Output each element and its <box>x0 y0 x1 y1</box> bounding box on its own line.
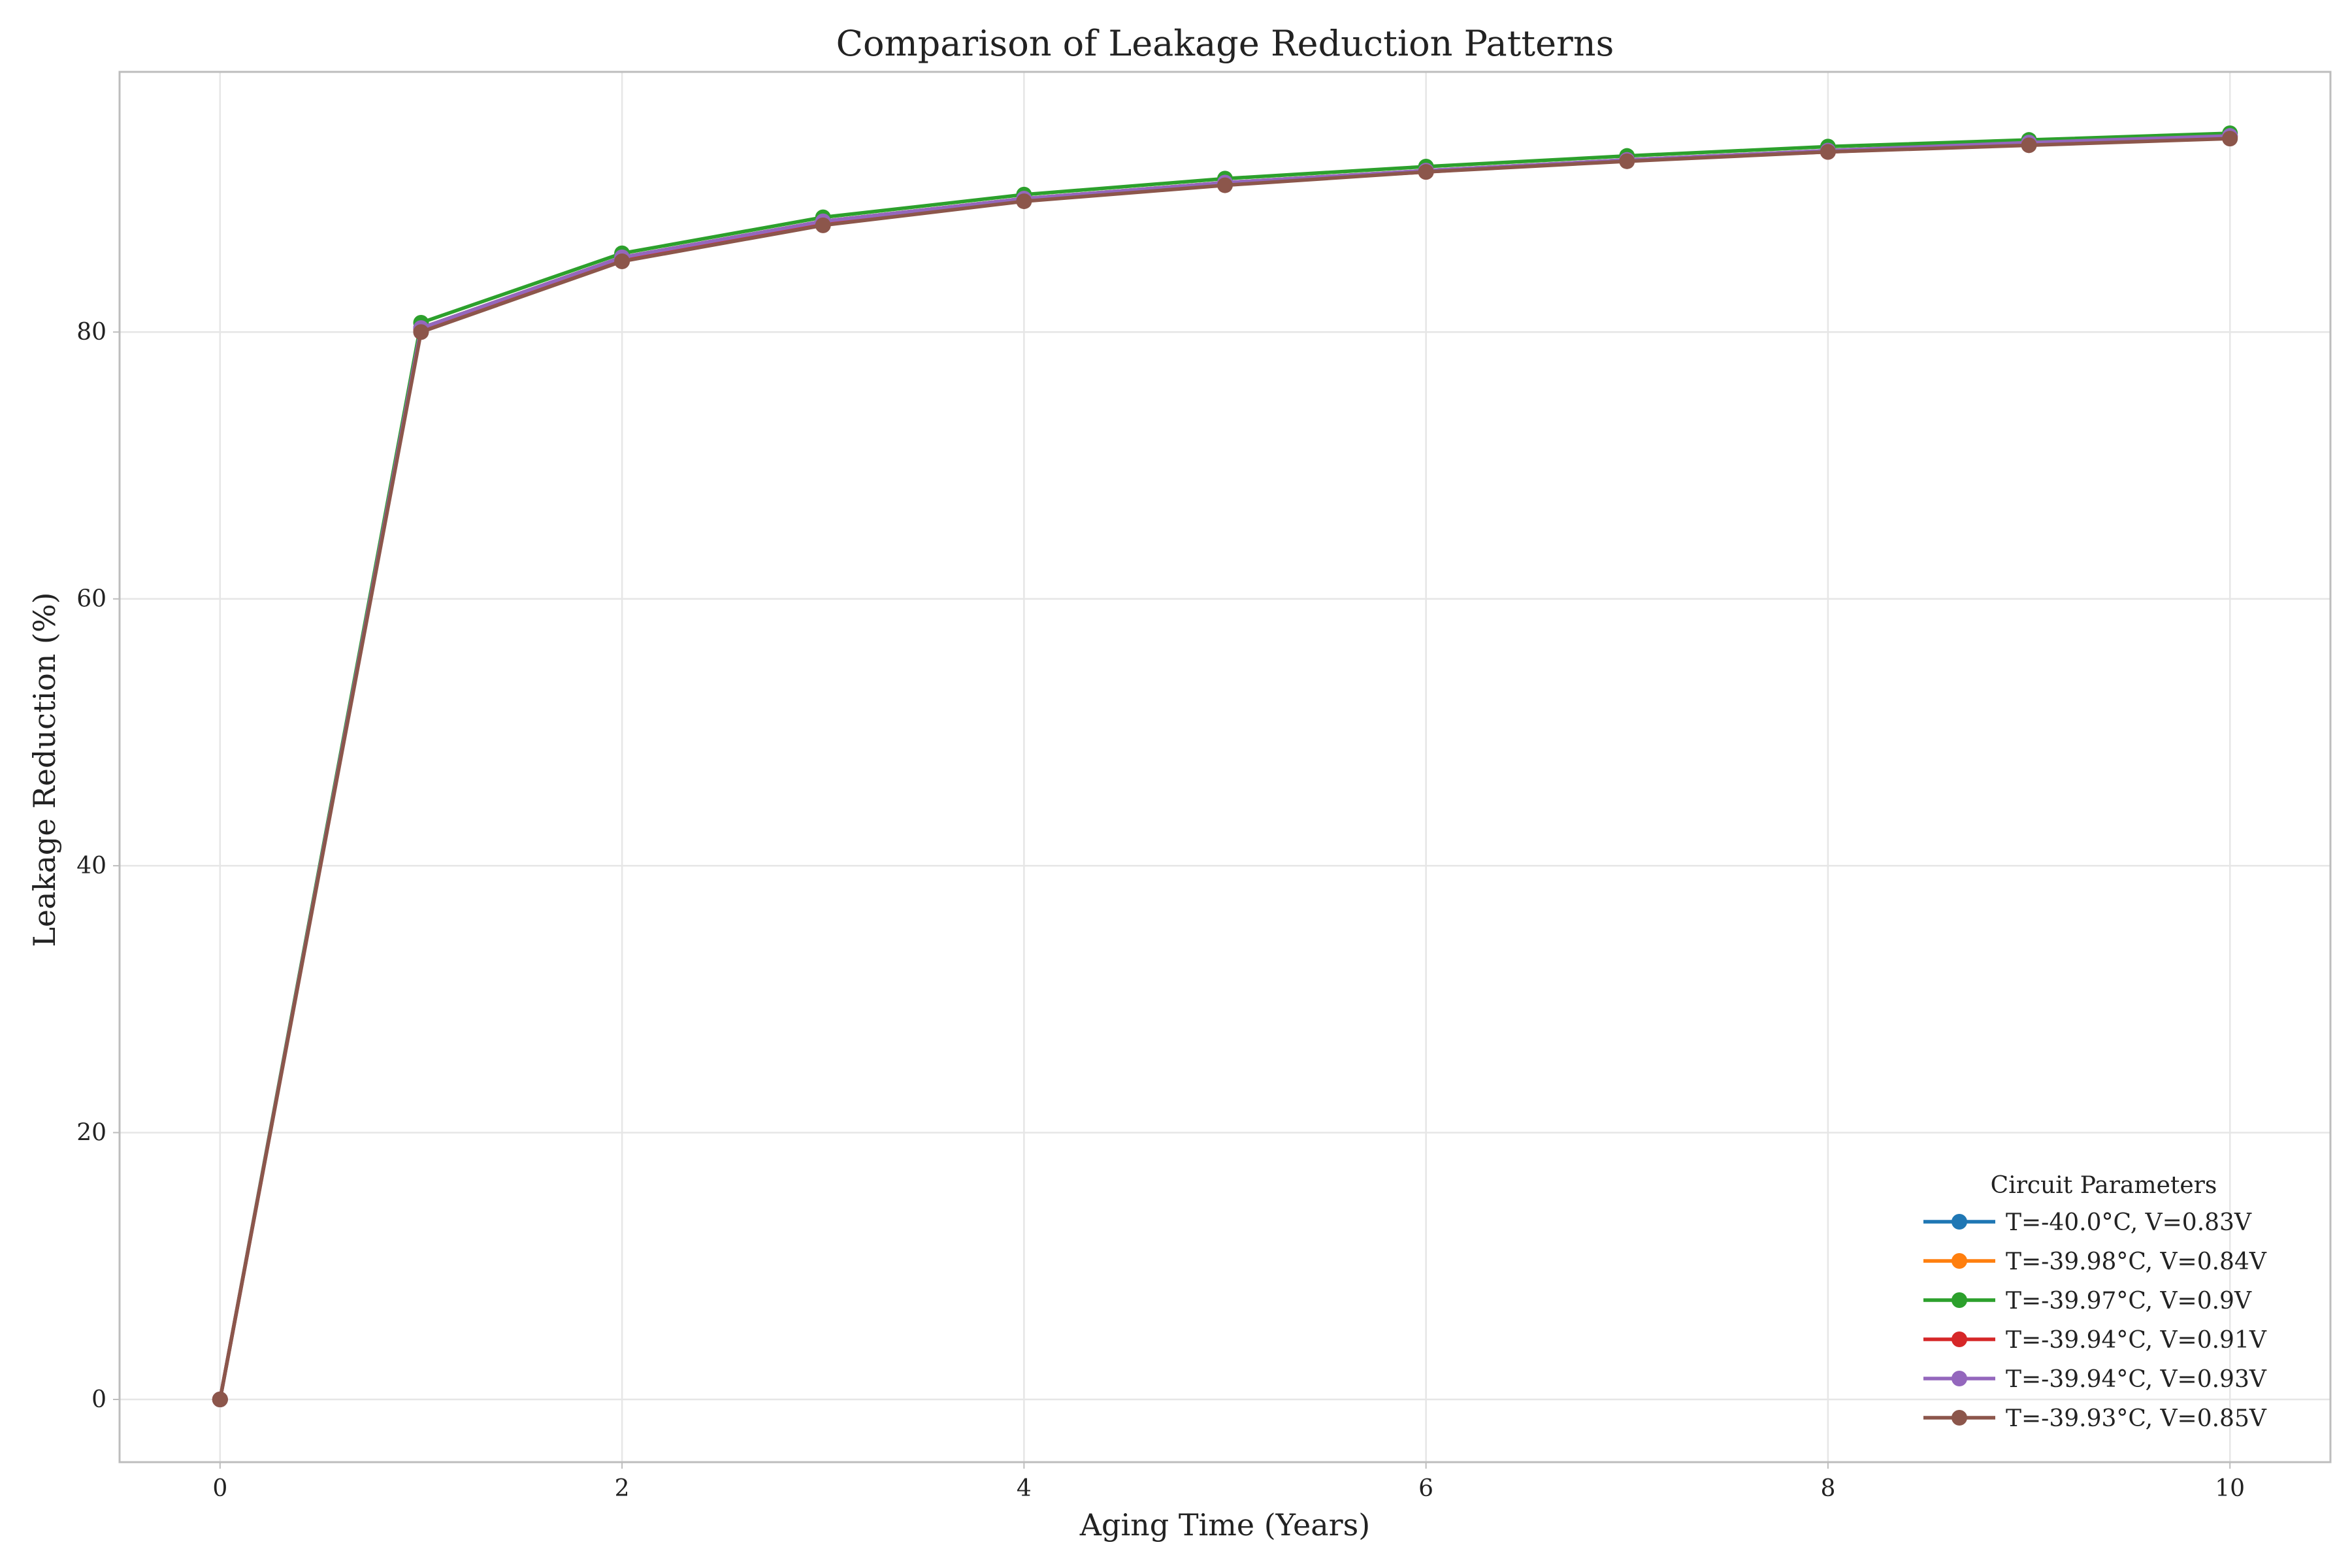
axis-ticks: 0 2 4 6 8 10 0 20 40 60 80 <box>76 319 2245 1502</box>
legend-item: T=-39.98°C, V=0.84V <box>1923 1249 2267 1275</box>
plot-frame <box>118 71 2332 1463</box>
data-point <box>2222 131 2238 147</box>
series-5 <box>212 128 2238 1408</box>
y-tick-label: 40 <box>76 853 106 879</box>
legend-item: T=-39.94°C, V=0.93V <box>1923 1366 2267 1393</box>
series-line <box>218 135 2230 1400</box>
x-tick-label: 8 <box>1820 1475 1835 1502</box>
legend-swatch-marker <box>1952 1331 1967 1347</box>
legend-label: T=-39.93°C, V=0.85V <box>2006 1405 2267 1432</box>
legend-swatch-marker <box>1952 1214 1967 1230</box>
data-point <box>815 217 831 233</box>
series-group <box>212 125 2238 1408</box>
legend-label: T=-39.98°C, V=0.84V <box>2006 1249 2267 1275</box>
data-point <box>1619 153 1635 169</box>
legend-label: T=-39.97°C, V=0.9V <box>2006 1288 2252 1315</box>
series-line <box>218 134 2230 1400</box>
legend-items: T=-40.0°C, V=0.83V T=-39.98°C, V=0.84V T=-… <box>1923 1209 2267 1432</box>
legend-item: T=-39.94°C, V=0.91V <box>1923 1327 2267 1354</box>
legend-swatch-marker <box>1952 1253 1967 1269</box>
series-6 <box>212 131 2238 1408</box>
series-2 <box>212 128 2238 1408</box>
data-point <box>2021 137 2037 154</box>
data-point <box>1016 193 1032 210</box>
data-point <box>212 1392 228 1408</box>
grid-lines <box>120 72 2330 1462</box>
series-1 <box>212 128 2238 1408</box>
series-line <box>218 134 2230 1400</box>
legend: Circuit Parameters T=-40.0°C, V=0.83VT=-… <box>1923 1172 2267 1432</box>
x-axis-label: Aging Time (Years) <box>1079 1507 1370 1543</box>
legend-item: T=-39.93°C, V=0.85V <box>1923 1405 2267 1432</box>
series-4 <box>212 129 2238 1408</box>
legend-item: T=-39.97°C, V=0.9V <box>1923 1288 2252 1315</box>
legend-swatch-marker <box>1952 1371 1967 1386</box>
legend-label: T=-39.94°C, V=0.91V <box>2006 1327 2267 1354</box>
legend-label: T=-40.0°C, V=0.83V <box>2006 1209 2252 1236</box>
y-tick-label: 80 <box>76 319 106 346</box>
series-line <box>218 131 2230 1400</box>
legend-item: T=-40.0°C, V=0.83V <box>1923 1209 2252 1236</box>
data-point <box>1217 177 1233 193</box>
legend-title: Circuit Parameters <box>1991 1172 2217 1199</box>
legend-label: T=-39.94°C, V=0.93V <box>2006 1366 2267 1393</box>
y-axis-label: Leakage Reduction (%) <box>27 592 62 947</box>
series-line <box>218 137 2230 1400</box>
series-line <box>218 134 2230 1400</box>
legend-swatch-marker <box>1952 1410 1967 1426</box>
y-tick-label: 0 <box>91 1386 106 1413</box>
x-tick-label: 10 <box>2215 1475 2245 1502</box>
data-point <box>1418 164 1434 180</box>
chart-title: Comparison of Leakage Reduction Patterns <box>836 23 1614 64</box>
x-tick-label: 2 <box>615 1475 630 1502</box>
data-point <box>413 324 429 340</box>
x-tick-label: 0 <box>212 1475 227 1502</box>
y-tick-label: 60 <box>76 586 106 613</box>
x-tick-label: 4 <box>1017 1475 1032 1502</box>
data-point <box>1820 144 1836 160</box>
series-3 <box>212 125 2238 1408</box>
legend-swatch-marker <box>1952 1292 1967 1308</box>
y-tick-label: 20 <box>76 1120 106 1147</box>
data-point <box>614 253 630 269</box>
x-tick-label: 6 <box>1418 1475 1433 1502</box>
